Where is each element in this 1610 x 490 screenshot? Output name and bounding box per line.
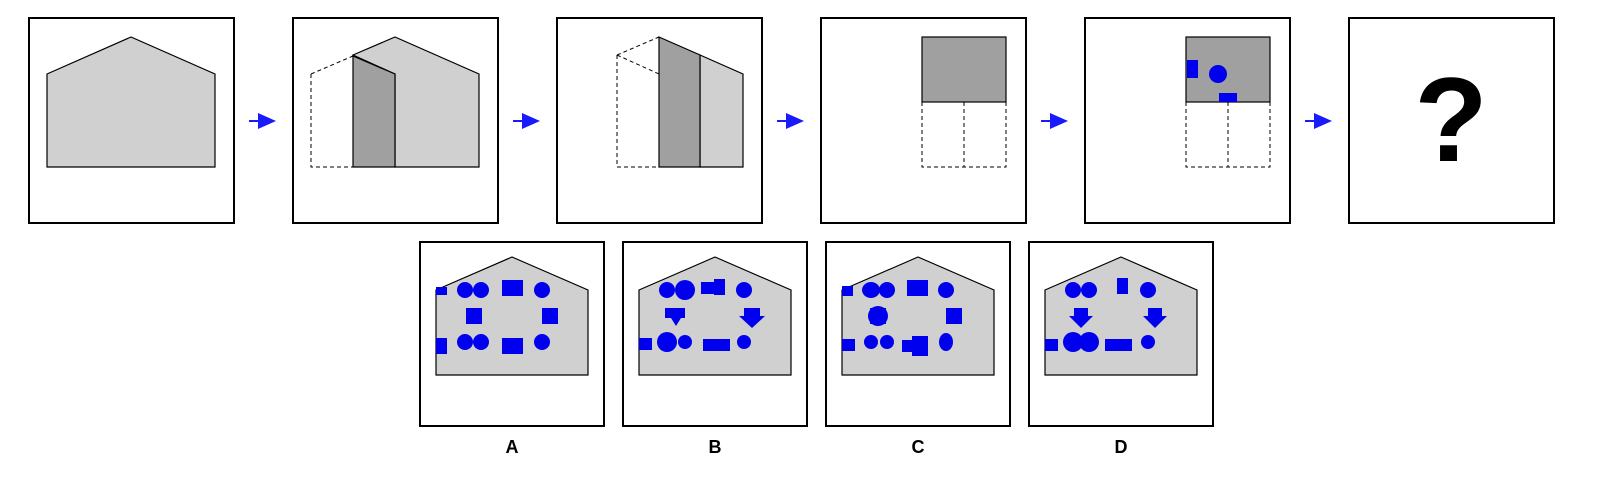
option-label: A (506, 437, 519, 457)
option-label: C (912, 437, 925, 457)
option-label: D (1115, 437, 1128, 457)
sequence-panel-5 (1084, 17, 1291, 224)
punch-square (1187, 60, 1198, 78)
question-mark: ? (1414, 53, 1487, 187)
sequence-panel-1 (28, 17, 235, 224)
option-label: B (709, 437, 722, 457)
punch-rect (1219, 93, 1237, 102)
sequence-panel-4 (820, 17, 1027, 224)
option-d[interactable]: D (1028, 241, 1214, 457)
sequence-panel-6: ? (1348, 17, 1555, 224)
sequence-panel-3 (556, 17, 763, 224)
punch-circle (1209, 65, 1227, 83)
option-c[interactable]: C (825, 241, 1011, 457)
option-a[interactable]: A (419, 241, 605, 457)
option-b[interactable]: B (622, 241, 808, 457)
sequence-panel-2 (292, 17, 499, 224)
